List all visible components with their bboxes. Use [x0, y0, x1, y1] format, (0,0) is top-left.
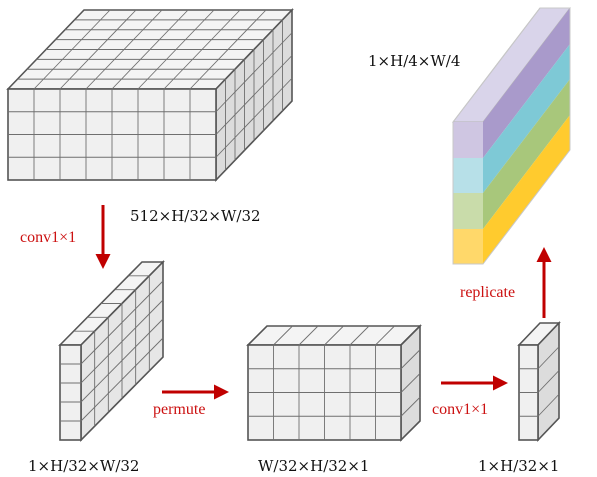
- grid-line: [400, 373, 421, 393]
- conv-output-2-grid: [519, 346, 560, 417]
- grid-line: [215, 55, 293, 135]
- grid-line: [324, 325, 344, 346]
- feature-map-block: [6, 8, 294, 182]
- conv-output-front-face: [59, 344, 82, 441]
- conv2-label: conv1×1: [432, 401, 488, 418]
- replicated-dims: 1×H/4×W/4: [368, 52, 460, 70]
- permuted-grid: [248, 325, 421, 440]
- stripe-purple-front: [453, 122, 483, 158]
- grid-line: [215, 32, 293, 113]
- stripe-green-front: [453, 193, 483, 229]
- grid-line: [273, 325, 293, 346]
- grid-line: [298, 325, 319, 346]
- grid-line: [80, 318, 164, 403]
- conv-output-2-dims: 1×H/32×1: [478, 457, 559, 475]
- feature-map-grid: [8, 9, 293, 180]
- feature-map-dims: 512×H/32×W/32: [130, 207, 261, 225]
- permuted-dims: W/32×H/32×1: [258, 457, 369, 475]
- grid-line: [375, 325, 395, 346]
- grid-line: [400, 396, 421, 417]
- conv1-label: conv1×1: [20, 229, 76, 246]
- grid-line: [80, 280, 164, 365]
- replicate-label: replicate: [460, 284, 515, 301]
- grid-line: [349, 325, 370, 346]
- grid-line: [80, 299, 164, 384]
- grid-line: [537, 393, 560, 417]
- grid-line: [537, 346, 560, 370]
- replicated-outline: [452, 7, 571, 265]
- stripe-purple-side: [483, 8, 570, 158]
- stripe-blue-front: [453, 158, 483, 193]
- grid-line: [80, 337, 164, 422]
- conv-output-grid: [60, 275, 164, 427]
- stripe-green-side: [483, 79, 570, 229]
- stripe-yellow-side: [483, 115, 570, 264]
- stripe-yellow-front: [453, 229, 483, 264]
- permuted-block: [246, 324, 422, 442]
- conv-output-block: [58, 260, 165, 442]
- conv-output-dims: 1×H/32×W/32: [28, 457, 139, 475]
- grid-line: [537, 370, 560, 393]
- permute-label: permute: [153, 401, 205, 418]
- replicated-block: [451, 7, 572, 265]
- grid-line: [400, 349, 421, 370]
- stripe-blue-side: [483, 44, 570, 193]
- conv-output-2-block: [517, 321, 561, 442]
- grid-line: [215, 77, 293, 158]
